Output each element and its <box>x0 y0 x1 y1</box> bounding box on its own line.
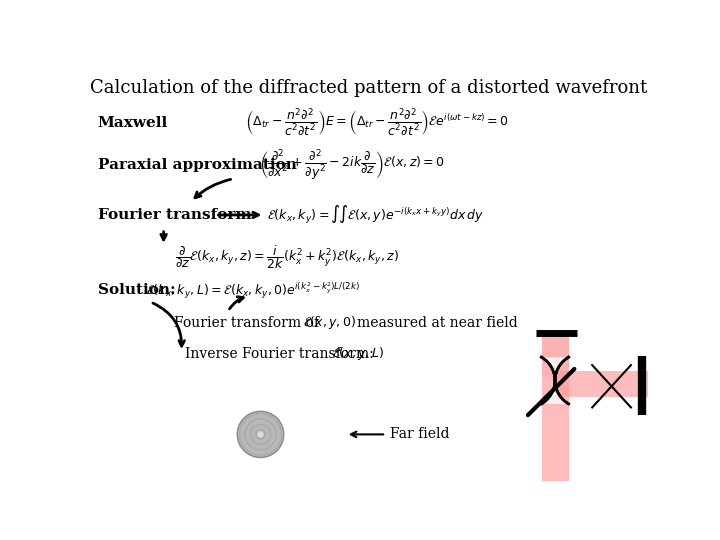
Text: Paraxial approximation: Paraxial approximation <box>98 158 297 172</box>
Text: $\mathcal{E}(x, y, L)$: $\mathcal{E}(x, y, L)$ <box>332 345 384 362</box>
Text: Fourier transform: Fourier transform <box>98 208 251 222</box>
Text: Fourier transform of: Fourier transform of <box>174 316 319 330</box>
Text: Far field: Far field <box>390 427 449 441</box>
Circle shape <box>258 431 264 437</box>
Text: Inverse Fourier transform:: Inverse Fourier transform: <box>184 347 373 361</box>
Text: Maxwell: Maxwell <box>98 116 168 130</box>
Text: $\left(\Delta_{tr} - \dfrac{n^2 \partial^2}{c^2 \partial t^2}\right)E = \left(\D: $\left(\Delta_{tr} - \dfrac{n^2 \partial… <box>245 107 509 138</box>
Polygon shape <box>555 372 648 397</box>
Text: Calculation of the diffracted pattern of a distorted wavefront: Calculation of the diffracted pattern of… <box>91 79 647 97</box>
Polygon shape <box>541 357 569 404</box>
Circle shape <box>238 411 284 457</box>
Text: measured at near field: measured at near field <box>357 316 518 330</box>
Text: $\dfrac{\partial}{\partial z}\mathcal{E}(k_x, k_y, z) = \dfrac{i}{2k}(k_x^2 + k_: $\dfrac{\partial}{\partial z}\mathcal{E}… <box>175 244 400 271</box>
Polygon shape <box>542 377 569 481</box>
Polygon shape <box>542 334 569 377</box>
Text: $\mathcal{E}(x, y, 0)$: $\mathcal{E}(x, y, 0)$ <box>303 314 356 331</box>
Text: Solution:: Solution: <box>98 284 176 298</box>
Text: $\mathcal{E}(k_x, k_y, L) = \mathcal{E}(k_x, k_y, 0)e^{i(k_x^2 - k_y^2)L/(2k)}$: $\mathcal{E}(k_x, k_y, L) = \mathcal{E}(… <box>145 280 360 301</box>
Text: $\left(\dfrac{\partial^2}{\partial x^2} + \dfrac{\partial^2}{\partial y^2} - 2ik: $\left(\dfrac{\partial^2}{\partial x^2} … <box>259 147 445 183</box>
Text: $\mathcal{E}(k_x, k_y) = \int\!\int \mathcal{E}(x,y)e^{-i(k_x x + k_y y)}dx\,dy$: $\mathcal{E}(k_x, k_y) = \int\!\int \mat… <box>266 204 484 226</box>
